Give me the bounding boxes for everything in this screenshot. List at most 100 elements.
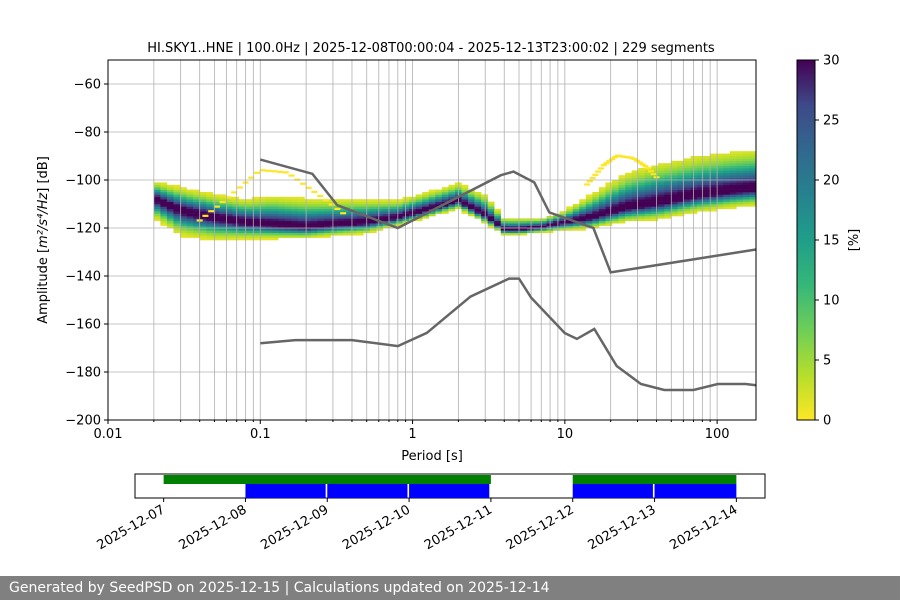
histogram-cell: [317, 206, 325, 210]
histogram-cell: [199, 230, 207, 234]
histogram-cell: [428, 213, 436, 217]
histogram-cell: [271, 208, 279, 212]
histogram-cell: [664, 168, 672, 171]
histogram-cell: [284, 201, 292, 205]
histogram-cell: [670, 182, 678, 186]
histogram-cell: [526, 220, 534, 224]
histogram-cell: [618, 175, 626, 178]
histogram-cell: [481, 220, 488, 224]
histogram-cell: [206, 228, 214, 231]
histogram-cell: [644, 187, 652, 190]
histogram-cell: [729, 165, 737, 169]
histogram-cell: [487, 220, 495, 224]
histogram-cell: [644, 196, 652, 200]
histogram-cell: [153, 216, 161, 219]
histogram-cell: [245, 237, 253, 241]
histogram-cell: [710, 163, 718, 166]
histogram-cell: [180, 225, 187, 229]
histogram-cell: [310, 206, 318, 210]
histogram-cell: [690, 175, 698, 178]
histogram-cell: [199, 211, 207, 214]
histogram-cell: [677, 201, 685, 205]
histogram-cell: [225, 223, 233, 226]
histogram-cell: [612, 220, 619, 224]
histogram-cell: [612, 211, 619, 214]
histogram-cell: [212, 232, 220, 236]
histogram-cell: [330, 208, 338, 212]
histogram-cell: [369, 211, 377, 214]
histogram-cell: [494, 216, 502, 219]
histogram-cell: [278, 235, 286, 238]
histogram-cell: [245, 218, 253, 222]
histogram-cell: [742, 151, 750, 154]
histogram-cell: [494, 211, 502, 214]
histogram-cell: [291, 206, 299, 210]
histogram-cell: [252, 211, 259, 214]
histogram-cell: [382, 204, 390, 207]
histogram-cell: [225, 213, 233, 217]
histogram-cell: [703, 182, 711, 186]
histogram-cell: [487, 206, 495, 210]
histogram-cell: [598, 194, 606, 198]
histogram-cell: [598, 199, 606, 202]
histogram-cell: [193, 218, 200, 222]
histogram-cell: [703, 196, 711, 200]
histogram-cell: [474, 199, 482, 202]
histogram-cell: [579, 218, 587, 222]
outlier-cell: [589, 176, 596, 180]
histogram-cell: [304, 201, 312, 205]
histogram-cell: [350, 232, 358, 236]
histogram-cell: [206, 206, 214, 210]
histogram-cell: [468, 194, 475, 198]
histogram-cell: [559, 220, 567, 224]
histogram-cell: [441, 206, 449, 210]
histogram-cell: [710, 177, 718, 181]
histogram-cell: [644, 201, 652, 205]
histogram-cell: [481, 218, 488, 222]
histogram-cell: [428, 211, 436, 214]
histogram-cell: [684, 199, 691, 202]
histogram-cell: [461, 196, 469, 200]
histogram-cell: [494, 218, 502, 222]
histogram-cell: [461, 199, 469, 202]
histogram-cell: [638, 175, 646, 178]
histogram-cell: [598, 220, 606, 224]
histogram-cell: [173, 196, 181, 200]
histogram-cell: [448, 204, 456, 207]
histogram-cell: [310, 213, 318, 217]
histogram-cell: [664, 208, 672, 212]
histogram-cell: [723, 168, 731, 171]
histogram-cell: [173, 189, 181, 193]
histogram-cell: [729, 194, 737, 198]
histogram-cell: [716, 177, 724, 181]
histogram-cell: [710, 180, 718, 183]
colorbar-tick-label: 25: [823, 114, 840, 129]
histogram-cell: [238, 216, 246, 219]
histogram-cell: [441, 196, 449, 200]
histogram-cell: [422, 206, 430, 210]
histogram-cell: [684, 194, 691, 198]
histogram-cell: [677, 187, 685, 190]
histogram-cell: [310, 204, 318, 207]
histogram-cell: [324, 220, 331, 224]
histogram-cell: [618, 211, 626, 214]
histogram-cell: [729, 196, 737, 200]
histogram-cell: [297, 204, 305, 207]
histogram-cell: [631, 170, 639, 174]
histogram-cell: [356, 228, 364, 231]
histogram-cell: [389, 223, 397, 226]
histogram-cell: [644, 177, 652, 181]
histogram-cell: [441, 189, 449, 193]
histogram-cell: [736, 170, 744, 174]
histogram-cell: [173, 225, 181, 229]
histogram-cell: [337, 208, 344, 212]
histogram-cell: [330, 206, 338, 210]
histogram-cell: [337, 213, 344, 217]
histogram-cell: [278, 196, 286, 200]
histogram-cell: [697, 187, 704, 190]
histogram-cell: [677, 213, 685, 217]
histogram-cell: [651, 168, 659, 171]
histogram-cell: [677, 196, 685, 200]
histogram-cell: [153, 213, 161, 217]
